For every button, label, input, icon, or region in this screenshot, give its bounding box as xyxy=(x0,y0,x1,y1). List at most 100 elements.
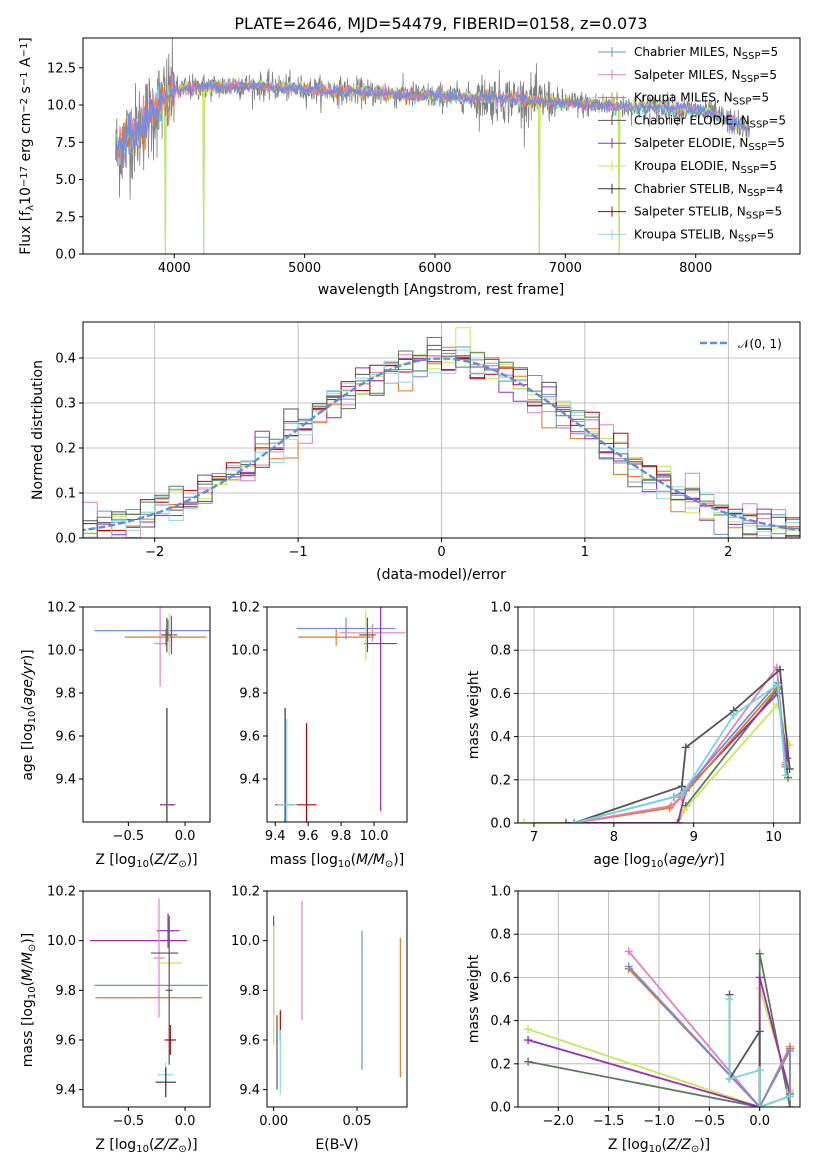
series-marker xyxy=(755,1066,764,1075)
axes-frame xyxy=(82,37,801,255)
x-axis-label-part: Z/Z xyxy=(153,852,178,868)
series-marker xyxy=(755,973,764,982)
y-axis-label-part: −17 xyxy=(19,166,30,187)
y-axis-label-part: −1 xyxy=(19,43,30,58)
legend-entry: Kroupa STELIB, NSSP=5 xyxy=(634,227,774,244)
x-tick-label: 0.0 xyxy=(175,829,196,844)
x-axis-label: Z [log10(Z/Z⊙)] xyxy=(608,1137,710,1155)
axes-age-vs-mass: 9.4 9.6 9.8 10.0 9.4 9.6 9.8 10.0 10.2 mass [log1… xyxy=(231,601,408,870)
y-axis-label-part: erg cm xyxy=(18,113,34,166)
series-marker xyxy=(677,790,686,799)
x-tick-label: 8 xyxy=(610,830,618,845)
axes-frame xyxy=(266,890,408,1108)
x-axis-label-part: )] xyxy=(714,852,725,868)
y-tick-label: 0.8 xyxy=(490,644,511,659)
y-axis-label-part: M/M xyxy=(20,952,36,981)
series-marker xyxy=(755,1027,764,1036)
x-axis-label-part: )] xyxy=(187,1137,198,1153)
y-axis-label-part: )] xyxy=(20,649,36,660)
y-tick-label: 0.1 xyxy=(55,487,76,502)
legend-entry-part: Kroupa ELODIE, N xyxy=(634,159,741,173)
y-tick-label: 0.0 xyxy=(490,1101,511,1116)
x-tick-label: 0.05 xyxy=(343,1114,372,1129)
series-marker xyxy=(677,782,686,791)
legend-entry: 𝒩(0, 1) xyxy=(738,337,782,351)
plot-area xyxy=(89,898,208,1098)
series-marker xyxy=(725,995,734,1003)
y-axis-label-part: s xyxy=(18,86,34,98)
series-marker xyxy=(785,1046,794,1055)
y-tick-label: 0.3 xyxy=(55,397,76,412)
x-axis-label-part: 10 xyxy=(136,1144,149,1155)
legend-entry-part: =5 xyxy=(764,205,782,219)
axes-residuals: −2 −1 0 1 2 0.0 0.1 0.2 0.3 0.4 𝒩(0, 1) (data-model… xyxy=(30,321,801,583)
y-axis-label: mass weight xyxy=(466,670,482,759)
legend-entry: Salpeter STELIB, NSSP=5 xyxy=(634,205,782,222)
y-tick-label: 1.0 xyxy=(490,885,511,900)
plot-area xyxy=(83,327,800,538)
legend-entry-part: =5 xyxy=(767,136,785,150)
y-axis-label-part: λ xyxy=(25,205,36,211)
legend-entry: Kroupa ELODIE, NSSP=5 xyxy=(634,159,777,176)
x-tick-label: 10 xyxy=(765,830,782,845)
axes-frame xyxy=(266,606,408,823)
y-tick-label: 10.0 xyxy=(231,644,260,659)
series-line xyxy=(573,683,787,823)
y-axis-label: age [log10(age/yr)] xyxy=(20,649,38,780)
x-tick-label: −1.0 xyxy=(643,1114,675,1129)
x-axis-label-part: Z [log xyxy=(608,1137,649,1153)
legend-entry-part: =5 xyxy=(768,113,786,127)
series-marker xyxy=(524,1025,533,1034)
y-tick-label: 0.6 xyxy=(490,971,511,986)
x-axis-label-part: 10 xyxy=(136,859,149,870)
x-tick-label: 7000 xyxy=(549,261,582,276)
series-marker xyxy=(520,819,529,823)
y-axis-label-part: age [log xyxy=(20,723,36,780)
axes-frame xyxy=(82,606,211,823)
y-tick-label: 10.0 xyxy=(47,99,76,114)
x-axis-label: E(B-V) xyxy=(315,1137,358,1153)
x-axis-label-part: )] xyxy=(393,852,404,868)
series-marker xyxy=(524,1036,533,1045)
x-axis-label-part: ⊙ xyxy=(178,1144,186,1155)
x-tick-label: 10.0 xyxy=(360,829,389,844)
x-tick-label: −1 xyxy=(289,545,308,560)
axes-frame xyxy=(517,606,801,824)
series-marker xyxy=(729,711,738,719)
x-axis-label-part: )] xyxy=(699,1137,710,1153)
y-tick-label: 7.5 xyxy=(55,136,76,151)
y-axis-label-part: 10 xyxy=(27,986,38,999)
y-axis-label-part: −1 xyxy=(19,71,30,86)
x-tick-label: 6000 xyxy=(418,261,451,276)
x-axis-label: (data-model)/error xyxy=(376,567,506,583)
y-tick-label: 10.2 xyxy=(231,885,260,900)
legend-entry-part: Chabrier MILES, N xyxy=(634,45,742,59)
plot-area xyxy=(524,947,794,1107)
legend-entry: Kroupa MILES, NSSP=5 xyxy=(634,91,769,108)
legend-entry-part: SSP xyxy=(746,210,765,221)
legend-entry-part: Kroupa STELIB, N xyxy=(634,227,738,241)
y-tick-label: 2.5 xyxy=(55,210,76,225)
y-tick-label: 9.8 xyxy=(55,687,76,702)
x-axis-label-part: ⊙ xyxy=(691,1144,699,1155)
legend-entry-part: SSP xyxy=(741,73,760,84)
axes-frame xyxy=(82,321,801,539)
x-tick-label: −2.0 xyxy=(542,1114,574,1129)
plot-area xyxy=(273,900,401,1095)
x-axis-label-part: ( xyxy=(149,1137,154,1153)
axes-frame xyxy=(517,890,801,1108)
legend-entry-part: SSP xyxy=(738,233,757,244)
x-axis-label-part: )] xyxy=(187,852,198,868)
axes-age-vs-Z: −0.5 0.09.49.69.810.010.2Z [log10(Z/Z⊙)]a… xyxy=(20,601,211,870)
legend-entry: Chabrier ELODIE, NSSP=5 xyxy=(634,113,786,129)
y-axis-label: mass weight xyxy=(466,954,482,1043)
normal-curve xyxy=(83,357,800,532)
x-axis-label-part: 10 xyxy=(338,859,351,870)
legend-entry: Salpeter MILES, NSSP=5 xyxy=(634,68,777,85)
y-tick-label: 0.0 xyxy=(55,248,76,263)
x-axis-label-part: M/M xyxy=(356,852,385,868)
histogram-step xyxy=(83,337,800,538)
series-marker xyxy=(785,1092,794,1101)
y-tick-label: 0.8 xyxy=(490,928,511,943)
